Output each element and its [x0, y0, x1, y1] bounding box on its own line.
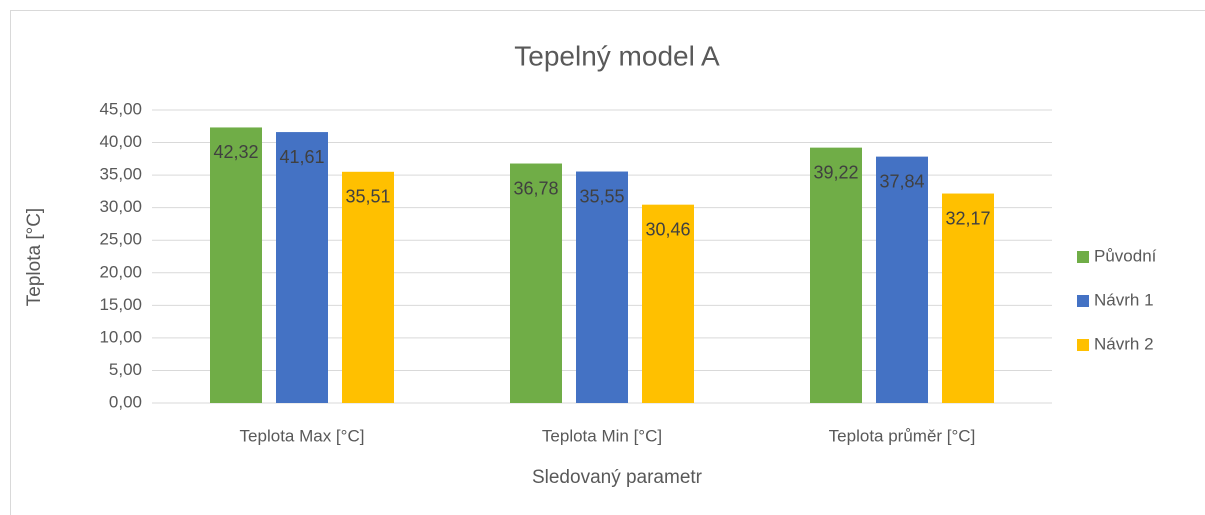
y-tick-label: 45,00	[99, 99, 142, 118]
legend-label: Návrh 1	[1094, 290, 1154, 309]
y-tick-label: 30,00	[99, 197, 142, 216]
bar	[810, 147, 862, 403]
data-label: 39,22	[813, 162, 858, 182]
legend-label: Původní	[1094, 246, 1157, 265]
data-label: 30,46	[645, 219, 690, 239]
y-tick-label: 10,00	[99, 327, 142, 346]
data-label: 42,32	[213, 142, 258, 162]
bar	[942, 193, 994, 403]
bar	[876, 156, 928, 403]
bar	[210, 127, 262, 404]
bar	[510, 163, 562, 403]
legend-swatch	[1077, 295, 1089, 307]
y-tick-label: 0,00	[109, 392, 142, 411]
y-tick-label: 5,00	[109, 360, 142, 379]
data-label: 37,84	[879, 171, 924, 191]
y-tick-label: 40,00	[99, 132, 142, 151]
chart-title: Tepelný model A	[514, 40, 720, 71]
data-label: 36,78	[513, 178, 558, 198]
legend-label: Návrh 2	[1094, 334, 1154, 353]
bar	[576, 171, 628, 403]
x-axis-title: Sledovaný parametr	[532, 467, 703, 488]
data-label: 35,51	[345, 187, 390, 207]
y-tick-label: 35,00	[99, 165, 142, 184]
y-tick-label: 25,00	[99, 230, 142, 249]
data-label: 35,55	[579, 186, 624, 206]
data-label: 32,17	[945, 208, 990, 228]
x-tick-label: Teplota Min [°C]	[542, 426, 662, 445]
y-tick-label: 20,00	[99, 262, 142, 281]
y-axis-title: Teplota [°C]	[24, 208, 45, 306]
legend-swatch	[1077, 339, 1089, 351]
y-tick-label: 15,00	[99, 295, 142, 314]
data-label: 41,61	[279, 147, 324, 167]
x-tick-label: Teplota průměr [°C]	[829, 426, 976, 445]
bar	[642, 204, 694, 403]
legend-swatch	[1077, 251, 1089, 263]
bar	[276, 132, 328, 403]
x-tick-label: Teplota Max [°C]	[240, 426, 365, 445]
bar	[342, 171, 394, 403]
